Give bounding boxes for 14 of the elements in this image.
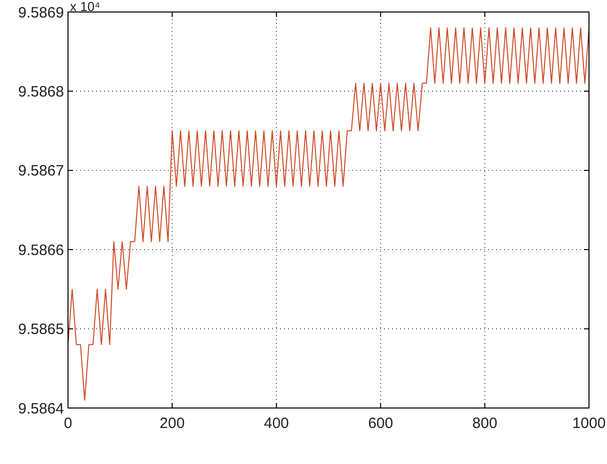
x-tick-label: 1000 (572, 415, 606, 432)
x-tick-label: 400 (264, 415, 289, 432)
y-tick-label: 9.5866 (18, 242, 64, 259)
line-series (68, 27, 590, 401)
annotation: x 10⁴ (70, 0, 100, 14)
y-tick-label: 9.5864 (18, 400, 64, 418)
y-tick-label: 9.5867 (18, 162, 64, 180)
x-tick-label: 200 (160, 415, 185, 432)
x-tick-label: 600 (368, 415, 394, 432)
y-tick-label: 9.5865 (18, 321, 64, 338)
y-tick-label: 9.5869 (18, 4, 64, 22)
y-tick-label: 9.5868 (18, 83, 64, 100)
x-tick-label: 0 (64, 415, 72, 432)
x-tick-label: 800 (472, 415, 498, 432)
